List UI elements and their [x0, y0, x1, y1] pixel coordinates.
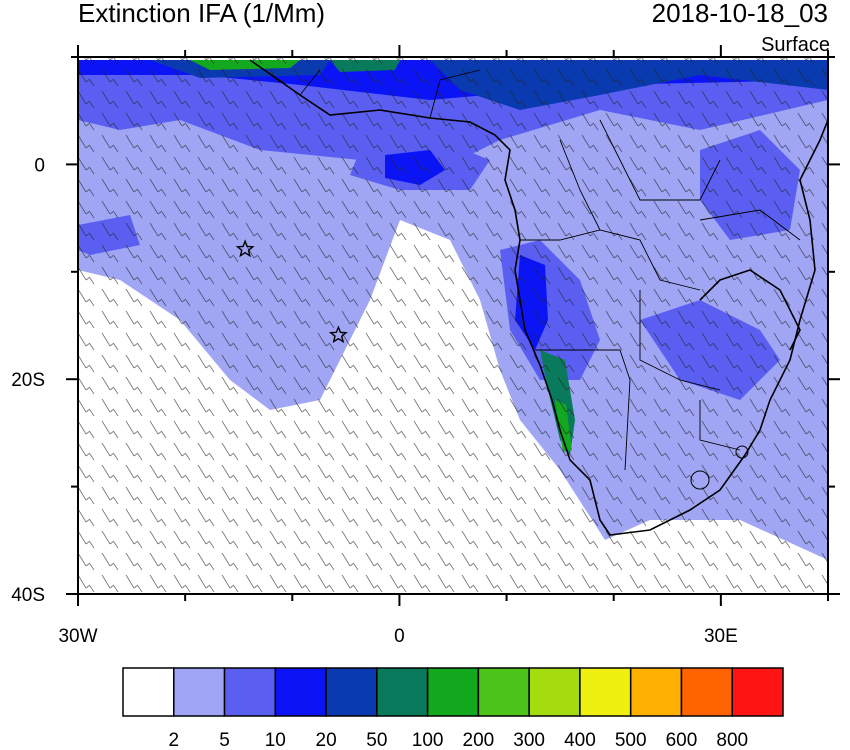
colorbar-swatch [376, 667, 429, 717]
coastlines [249, 59, 828, 536]
colorbar-swatch [223, 667, 277, 717]
colorbar-label: 300 [513, 730, 545, 750]
y-tick-label: 40S [11, 585, 45, 606]
x-tick-label: 30W [58, 626, 97, 647]
colorbar-label: 200 [463, 730, 495, 750]
colorbar-swatch [680, 667, 733, 717]
colorbar-label: 400 [564, 730, 596, 750]
star-marker-st-helena-icon [328, 325, 348, 344]
map-plot-area [78, 57, 828, 594]
wind-barbs [78, 57, 828, 594]
x-tick-label: 30E [704, 626, 738, 647]
colorbar-swatch [122, 667, 175, 717]
colorbar-swatch [579, 667, 632, 717]
colorbar-label: 600 [666, 730, 698, 750]
y-tick-label: 0 [34, 155, 45, 176]
station-markers [235, 239, 348, 344]
y-tick-label: 20S [11, 370, 45, 391]
colorbar-label: 500 [615, 730, 647, 750]
colorbar-swatch [629, 667, 683, 717]
plot-title: Extinction IFA (1/Mm) [78, 0, 326, 28]
map-axes: 30W 0 30E 0 20S 40S [11, 45, 840, 647]
colorbar-swatch [274, 667, 327, 717]
colorbar-swatch [426, 667, 480, 717]
colorbar-swatch [731, 667, 784, 717]
colorbar-label: 5 [219, 730, 230, 750]
colorbar-label: 50 [366, 730, 387, 750]
eswatini-outline [735, 445, 749, 459]
star-marker-ascension-icon [235, 239, 255, 258]
colorbar-label: 10 [265, 730, 286, 750]
timestamp-label: 2018-10-18_03 [651, 0, 828, 28]
colorbar-swatch [477, 667, 530, 717]
level-label: Surface [761, 34, 830, 56]
colorbar-swatch [528, 667, 581, 717]
colorbar-label: 100 [412, 730, 444, 750]
colorbar: 2 5 10 20 50 100 200 300 400 500 600 800 [122, 667, 784, 750]
lesotho-outline [690, 470, 710, 490]
colorbar-swatch [325, 667, 378, 717]
colorbar-label: 2 [168, 730, 179, 750]
colorbar-label: 800 [716, 730, 748, 750]
plot-frame [77, 56, 829, 595]
colorbar-swatch [173, 667, 226, 717]
colorbar-label: 20 [316, 730, 337, 750]
country-borders [299, 69, 801, 471]
x-tick-label: 0 [394, 626, 405, 647]
